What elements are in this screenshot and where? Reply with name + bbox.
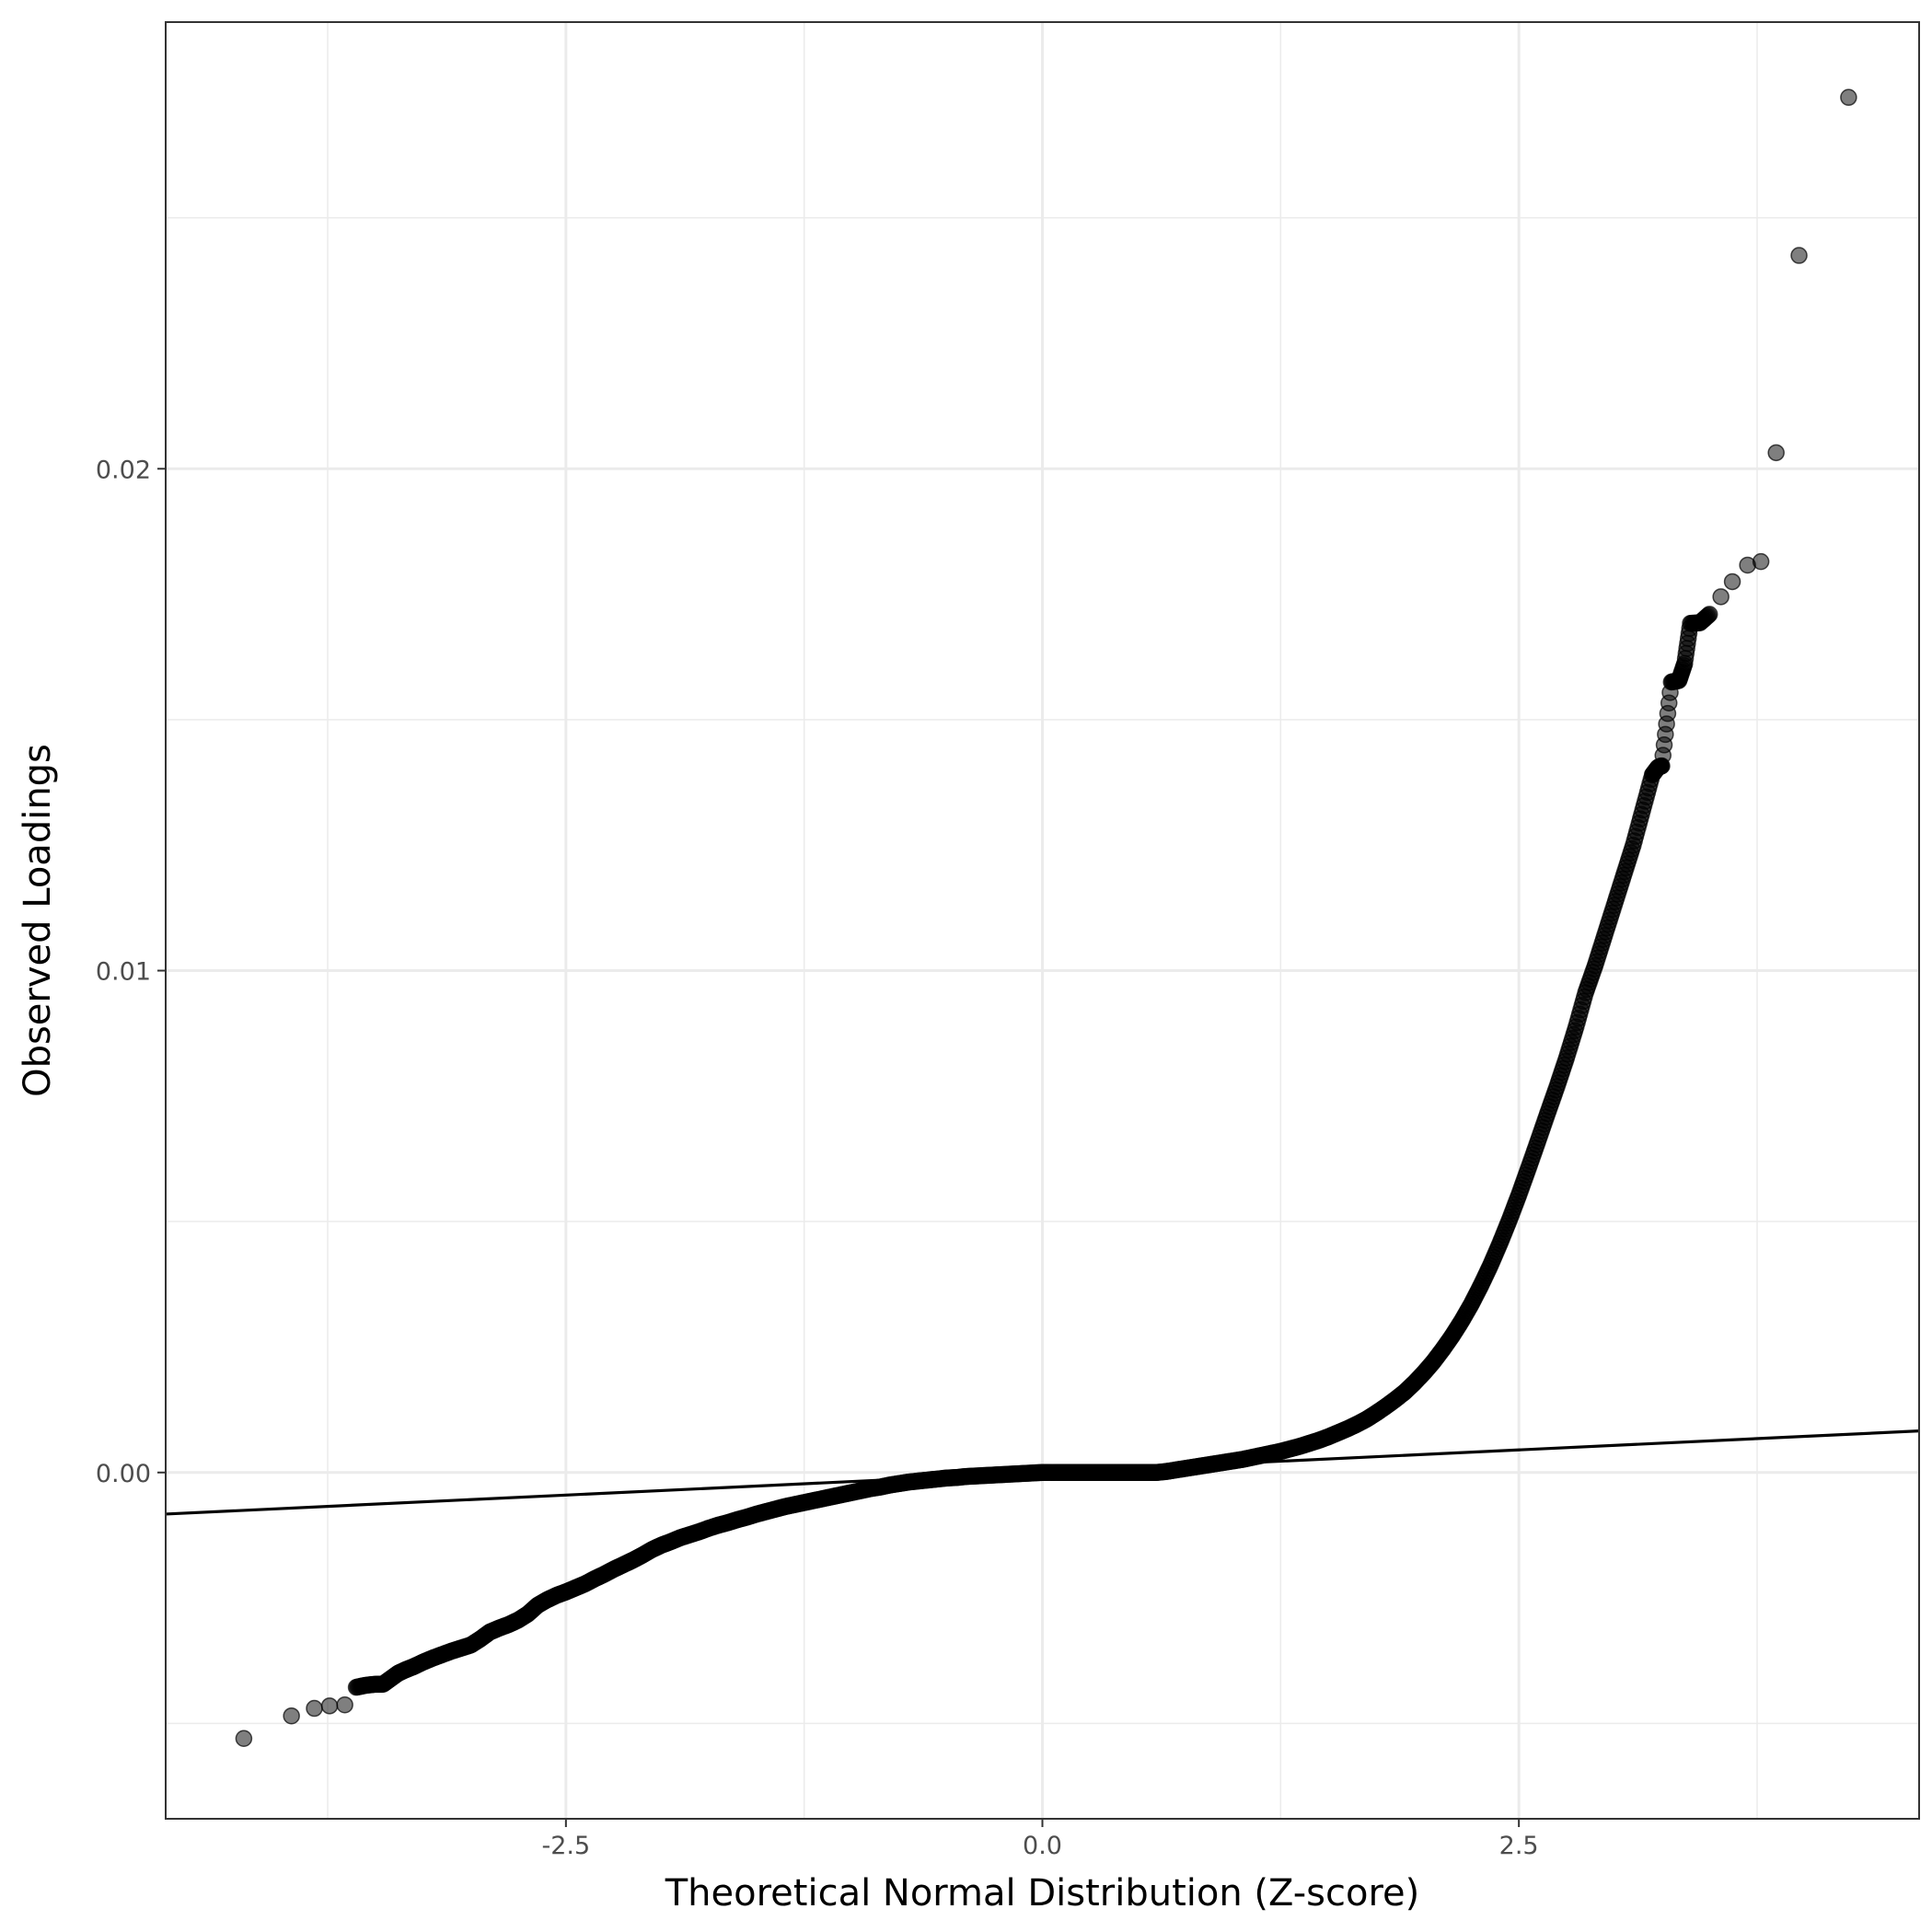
x-tick-label: -2.5 (541, 1832, 590, 1860)
y-tick-label: 0.01 (96, 958, 151, 987)
x-tick-label: 2.5 (1499, 1832, 1539, 1860)
x-tick-label: 0.0 (1023, 1832, 1062, 1860)
y-axis-title: Observed Loadings (17, 744, 59, 1097)
data-point (1767, 444, 1785, 462)
data-point (1790, 247, 1808, 264)
data-point (320, 1697, 339, 1715)
data-point (1712, 588, 1730, 606)
data-point (1700, 606, 1718, 623)
data-point (1723, 573, 1741, 591)
data-point (283, 1706, 300, 1725)
y-axis-ticks: 0.00 0.01 0.02 (96, 456, 166, 1488)
data-point (1752, 552, 1770, 571)
data-point (306, 1699, 323, 1718)
data-point (235, 1730, 253, 1748)
x-axis-title: Theoretical Normal Distribution (Z-score… (665, 1872, 1420, 1915)
data-points (235, 88, 1857, 1748)
x-axis-ticks: -2.5 0.0 2.5 (541, 1819, 1539, 1860)
data-point (1840, 88, 1857, 107)
y-tick-label: 0.02 (96, 456, 151, 484)
data-point (336, 1695, 353, 1714)
y-tick-label: 0.00 (96, 1460, 151, 1488)
